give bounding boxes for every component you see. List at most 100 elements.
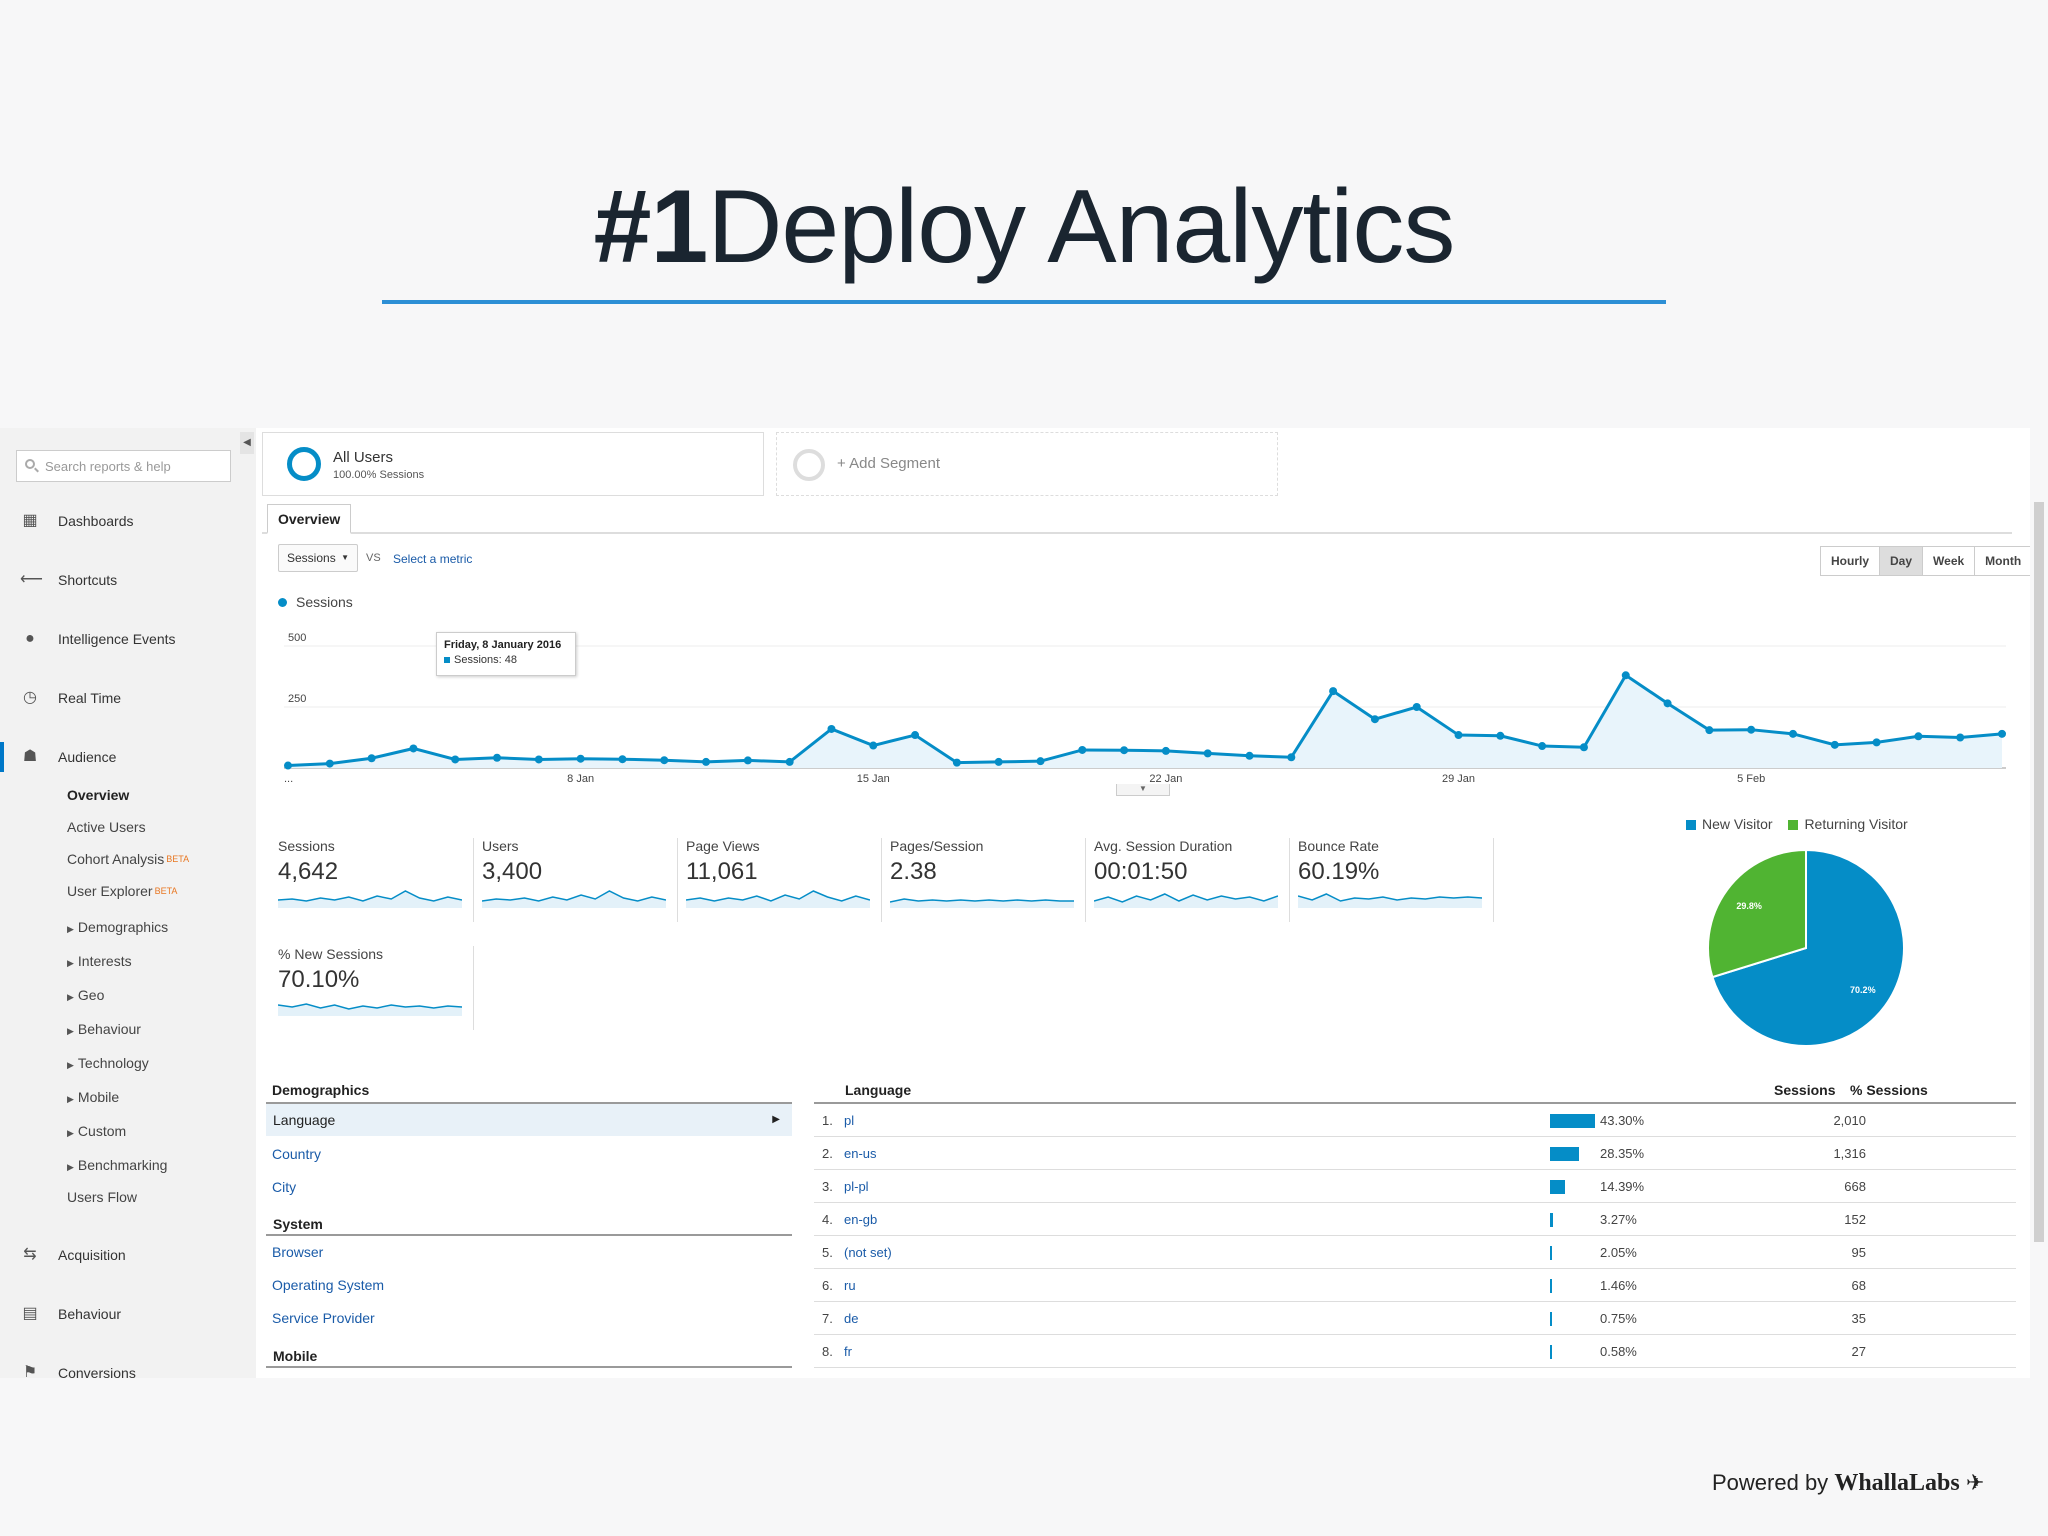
- sidebar-item-users-flow[interactable]: Users Flow: [67, 1189, 138, 1205]
- data-point[interactable]: [1287, 753, 1296, 762]
- nav-shortcuts[interactable]: ⟵ Shortcuts: [0, 565, 256, 595]
- language-link[interactable]: fr: [844, 1344, 852, 1359]
- data-point[interactable]: [284, 761, 292, 770]
- nav-behaviour[interactable]: ▤ Behaviour: [0, 1299, 256, 1329]
- segment-all-users[interactable]: All Users 100.00% Sessions: [262, 432, 764, 496]
- item-label: Language: [273, 1112, 336, 1128]
- data-point[interactable]: [576, 754, 585, 763]
- data-point[interactable]: [1329, 687, 1338, 696]
- nav-conversions[interactable]: ⚑ Conversions: [0, 1358, 256, 1379]
- sidebar-item-overview[interactable]: Overview: [67, 787, 130, 803]
- data-point[interactable]: [702, 757, 711, 766]
- language-link[interactable]: pl-pl: [844, 1179, 869, 1194]
- nav-dashboards[interactable]: ▦ Dashboards: [0, 506, 256, 536]
- data-point[interactable]: [1579, 743, 1588, 752]
- data-point[interactable]: [1747, 725, 1756, 734]
- scrollbar[interactable]: [2034, 502, 2044, 1242]
- pie-slice[interactable]: [1707, 848, 1807, 979]
- data-point[interactable]: [1036, 757, 1045, 766]
- month-button[interactable]: Month: [1975, 547, 2030, 575]
- data-point[interactable]: [1245, 751, 1254, 760]
- nav-real-time[interactable]: ◷ Real Time: [0, 683, 256, 713]
- nav-audience[interactable]: ☗ Audience: [0, 742, 256, 772]
- data-point[interactable]: [1872, 738, 1881, 747]
- sidebar-item-custom[interactable]: ▶ Custom: [67, 1120, 126, 1142]
- nav-label: Intelligence Events: [58, 631, 176, 647]
- data-point[interactable]: [911, 731, 920, 740]
- system-provider-link[interactable]: Service Provider: [272, 1310, 375, 1326]
- data-point[interactable]: [1914, 732, 1923, 741]
- nav-acquisition[interactable]: ⇆ Acquisition: [0, 1240, 256, 1270]
- day-button[interactable]: Day: [1880, 547, 1924, 575]
- data-point[interactable]: [1621, 671, 1630, 680]
- data-point[interactable]: [1830, 740, 1839, 749]
- hourly-button[interactable]: Hourly: [1821, 547, 1881, 575]
- data-point[interactable]: [952, 758, 961, 767]
- language-link[interactable]: de: [844, 1311, 859, 1326]
- data-point[interactable]: [1203, 749, 1212, 758]
- row-sessions: 27: [1851, 1344, 1866, 1359]
- data-point[interactable]: [1788, 729, 1797, 738]
- week-button[interactable]: Week: [1923, 547, 1976, 575]
- data-point[interactable]: [451, 755, 460, 764]
- data-point[interactable]: [785, 757, 794, 766]
- sidebar-item-active-users[interactable]: Active Users: [67, 819, 146, 835]
- data-point[interactable]: [660, 756, 669, 765]
- data-point[interactable]: [618, 755, 627, 764]
- data-point[interactable]: [534, 755, 543, 764]
- sidebar-item-benchmarking[interactable]: ▶ Benchmarking: [67, 1154, 167, 1176]
- search-input[interactable]: Search reports & help: [16, 450, 231, 482]
- sidebar-item-behaviour[interactable]: ▶ Behaviour: [67, 1018, 141, 1040]
- data-point[interactable]: [1998, 729, 2006, 738]
- data-point[interactable]: [325, 759, 334, 768]
- select-metric-link[interactable]: Select a metric: [393, 552, 473, 566]
- kpi-value: 00:01:50: [1094, 858, 1188, 885]
- collapse-sidebar-button[interactable]: ◀: [240, 432, 254, 454]
- data-point[interactable]: [869, 741, 878, 750]
- data-point[interactable]: [1956, 733, 1965, 742]
- sidebar-item-interests[interactable]: ▶ Interests: [67, 950, 132, 972]
- chart-collapse-toggle[interactable]: ▼: [1116, 784, 1170, 796]
- data-point[interactable]: [827, 724, 836, 733]
- demographics-language-item[interactable]: Language ▶: [266, 1104, 792, 1136]
- data-point[interactable]: [409, 744, 418, 753]
- data-point[interactable]: [1454, 731, 1463, 740]
- pie-slice[interactable]: [1711, 848, 1905, 1047]
- data-point[interactable]: [1663, 699, 1672, 708]
- sidebar-item-technology[interactable]: ▶ Technology: [67, 1052, 149, 1074]
- data-point[interactable]: [1412, 703, 1421, 711]
- sidebar-item-cohort-analysis[interactable]: Cohort Analysis BETA: [67, 848, 189, 870]
- nav-label: Shortcuts: [58, 572, 118, 588]
- sessions-column-header: Sessions: [1774, 1082, 1836, 1098]
- metric-select[interactable]: Sessions ▼: [278, 544, 358, 572]
- data-point[interactable]: [1120, 746, 1129, 755]
- demographics-city-link[interactable]: City: [272, 1179, 297, 1195]
- language-link[interactable]: en-gb: [844, 1212, 878, 1227]
- data-point[interactable]: [1496, 731, 1505, 740]
- data-point[interactable]: [743, 756, 752, 765]
- data-point[interactable]: [1538, 742, 1547, 751]
- demographics-country-link[interactable]: Country: [272, 1146, 322, 1162]
- language-link[interactable]: ru: [844, 1278, 856, 1293]
- sidebar-item-demographics[interactable]: ▶ Demographics: [67, 916, 168, 938]
- system-browser-link[interactable]: Browser: [272, 1244, 324, 1260]
- language-link[interactable]: (not set): [844, 1245, 892, 1260]
- add-segment-button[interactable]: + Add Segment: [776, 432, 1278, 496]
- data-point[interactable]: [1370, 715, 1379, 724]
- data-point[interactable]: [1161, 746, 1170, 755]
- data-point[interactable]: [994, 757, 1003, 766]
- system-os-link[interactable]: Operating System: [272, 1277, 385, 1293]
- tab-overview[interactable]: Overview: [267, 504, 352, 534]
- data-point[interactable]: [367, 754, 376, 763]
- table-row: 1. pl 2,010 43.30%: [814, 1104, 2016, 1137]
- sidebar-item-user-explorer[interactable]: User Explorer BETA: [67, 880, 177, 902]
- sidebar-item-geo[interactable]: ▶ Geo: [67, 984, 104, 1006]
- data-point[interactable]: [493, 753, 502, 762]
- data-point[interactable]: [1078, 745, 1087, 754]
- kpi-divider: [1085, 838, 1086, 922]
- language-link[interactable]: pl: [844, 1113, 855, 1128]
- sidebar-item-mobile[interactable]: ▶ Mobile: [67, 1086, 119, 1108]
- language-link[interactable]: en-us: [844, 1146, 877, 1161]
- nav-intelligence-events[interactable]: ● Intelligence Events: [0, 624, 256, 654]
- data-point[interactable]: [1705, 726, 1714, 735]
